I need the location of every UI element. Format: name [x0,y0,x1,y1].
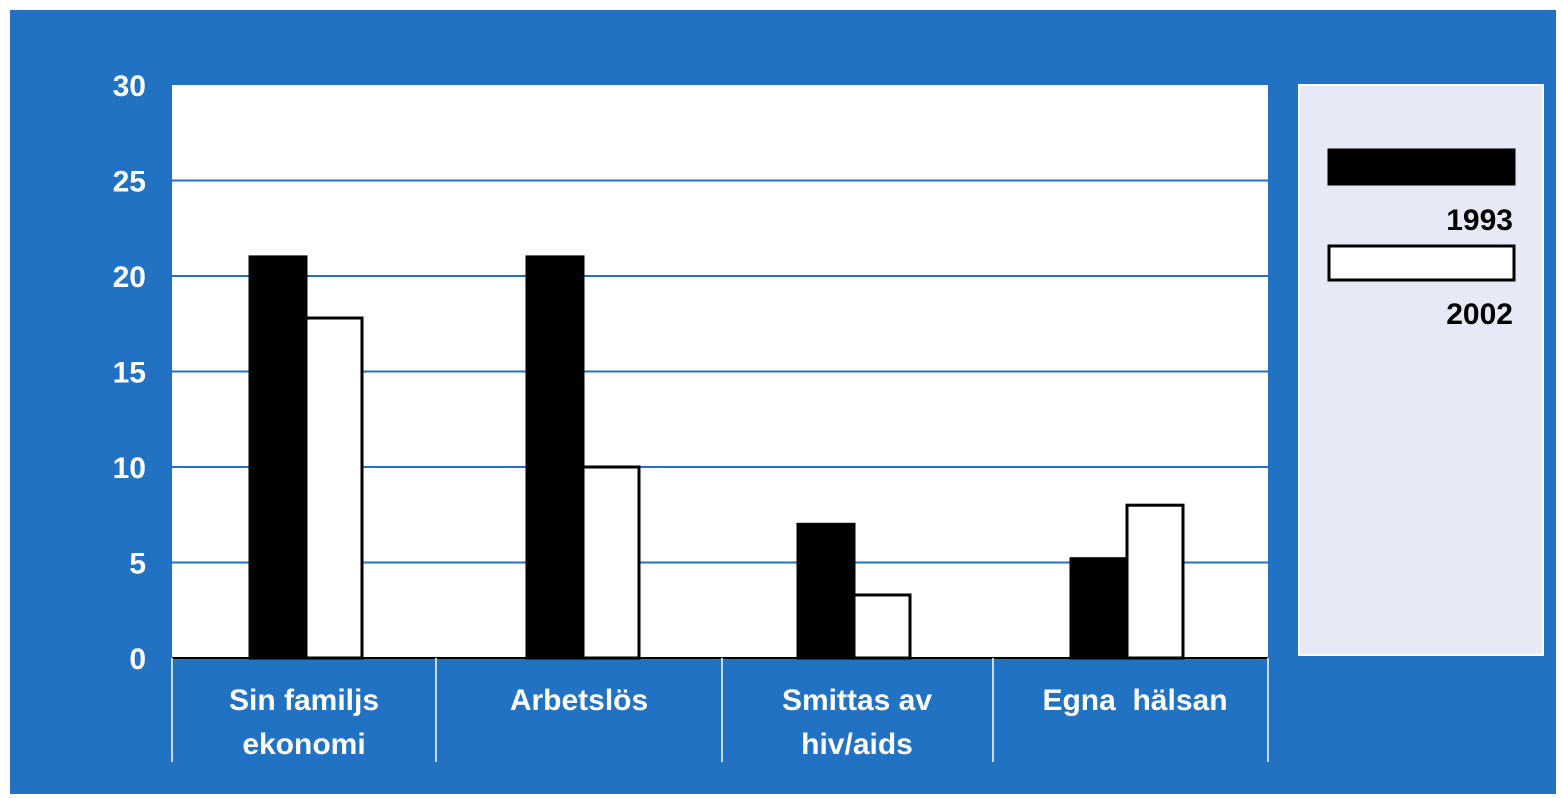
legend-label-1993: 1993 [1446,204,1513,237]
y-tick-label: 5 [129,548,146,581]
y-tick-label: 25 [113,166,146,199]
bar-1993 [1069,557,1129,660]
y-tick-label: 20 [113,261,146,294]
bar-1993 [248,255,308,660]
bar-1993 [796,522,856,660]
chart-frame: 0 5 10 15 20 25 30 Sin familjs ekonomi Arbetslös S… [10,10,1556,794]
x-category-label: Egna hälsan [1042,684,1227,717]
legend-label-2002: 2002 [1446,298,1513,331]
bar-chart: 0 5 10 15 20 25 30 Sin familjs ekonomi Arbetslös S… [113,70,1544,762]
bar-2002 [304,316,364,660]
x-category-label: hiv/aids [801,728,913,761]
x-category-label: Smittas av [782,684,932,717]
bar-2002 [852,593,912,660]
x-category-label: ekonomi [242,728,365,761]
x-category-label: Arbetslös [510,684,648,717]
legend-swatch-2002 [1327,244,1516,282]
bar-2002 [1125,503,1185,660]
bar-1993 [525,255,585,660]
y-tick-label: 10 [113,452,146,485]
y-tick-label: 0 [129,643,146,676]
y-tick-label: 30 [113,70,146,103]
legend-swatch-1993 [1327,148,1516,186]
y-tick-label: 15 [113,357,146,390]
x-category-label: Sin familjs [229,684,379,717]
bar-2002 [581,465,641,660]
